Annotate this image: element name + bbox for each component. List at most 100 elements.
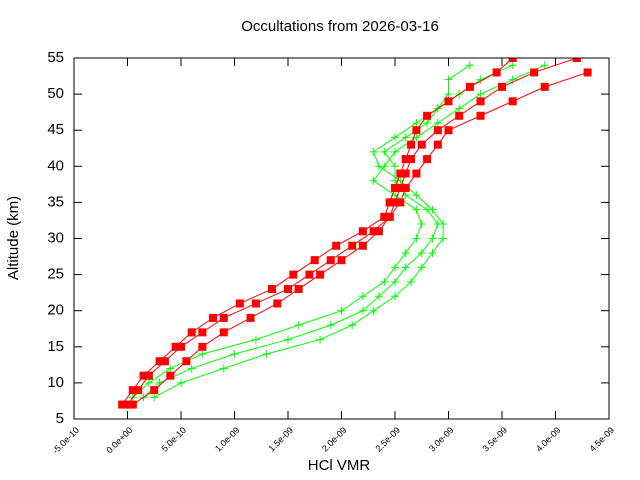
marker-square — [187, 328, 196, 337]
marker-square — [444, 126, 453, 135]
y-tick-label: 15 — [47, 338, 64, 355]
marker-plus — [476, 90, 485, 99]
series-line — [121, 58, 514, 405]
series-line — [143, 64, 513, 398]
marker-square — [171, 342, 180, 351]
marker-plus — [198, 350, 207, 359]
marker-plus — [444, 75, 453, 84]
marker-square — [572, 58, 581, 62]
marker-plus — [391, 162, 399, 171]
series-line — [154, 64, 471, 398]
marker-square — [433, 126, 442, 135]
y-tick-label: 35 — [47, 193, 64, 210]
marker-square — [508, 97, 517, 106]
y-axis-label: Altitude (km) — [5, 196, 22, 280]
x-tick-label: 1.0e-09 — [213, 425, 242, 454]
marker-plus — [508, 61, 517, 70]
marker-plus — [369, 147, 378, 156]
marker-plus — [374, 162, 383, 171]
marker-square — [155, 357, 164, 366]
x-tick-label: -5.0e-10 — [50, 425, 81, 456]
marker-plus — [439, 220, 448, 229]
marker-square — [385, 212, 394, 221]
marker-square — [423, 155, 432, 164]
marker-square — [476, 111, 485, 120]
marker-plus — [401, 248, 410, 257]
marker-square — [209, 313, 218, 322]
x-tick-label: 0.0e+00 — [104, 425, 134, 455]
marker-plus — [262, 350, 271, 359]
marker-square — [294, 285, 303, 294]
marker-square — [289, 270, 298, 279]
marker-square — [492, 68, 501, 77]
marker-square — [219, 328, 228, 337]
marker-plus — [380, 277, 389, 286]
marker-plus — [412, 205, 421, 214]
marker-square — [348, 241, 357, 250]
marker-plus — [423, 118, 432, 127]
x-tick-label: 3.0e-09 — [427, 425, 456, 454]
marker-plus — [284, 335, 292, 344]
y-tick-label: 50 — [47, 85, 64, 102]
marker-square — [476, 97, 485, 106]
x-tick-label: 5.0e-10 — [159, 425, 188, 454]
marker-plus — [428, 234, 437, 243]
marker-plus — [439, 234, 448, 243]
marker-plus — [540, 61, 549, 70]
x-tick-label: 4.5e-09 — [587, 425, 616, 454]
x-axis-label: HCl VMR — [308, 457, 371, 474]
marker-square — [401, 183, 410, 192]
marker-plus — [380, 147, 389, 156]
y-tick-label: 30 — [47, 229, 64, 246]
marker-square — [407, 155, 416, 164]
marker-plus — [412, 118, 421, 127]
marker-plus — [294, 321, 303, 330]
marker-square — [123, 400, 132, 409]
marker-square — [219, 313, 228, 322]
marker-square — [150, 386, 159, 395]
plot-border — [73, 57, 610, 420]
marker-plus — [444, 90, 453, 99]
marker-square — [144, 371, 153, 380]
marker-square — [380, 212, 389, 221]
marker-plus — [358, 292, 367, 301]
marker-square — [396, 183, 405, 192]
marker-square — [455, 111, 464, 120]
x-tick-label: 3.5e-09 — [480, 425, 509, 454]
marker-plus — [428, 205, 437, 214]
marker-square — [407, 140, 416, 149]
marker-square — [423, 111, 432, 120]
marker-square — [583, 68, 592, 77]
marker-plus — [150, 393, 159, 402]
y-tick-label: 40 — [47, 157, 64, 174]
marker-plus — [348, 321, 357, 330]
y-tick-label: 10 — [47, 374, 64, 391]
marker-square — [508, 58, 517, 62]
marker-square — [326, 256, 335, 265]
marker-plus — [391, 277, 399, 286]
marker-square — [316, 270, 325, 279]
marker-plus — [407, 277, 416, 286]
marker-square — [267, 285, 276, 294]
marker-square — [374, 227, 383, 236]
marker-square — [284, 285, 292, 294]
marker-plus — [251, 335, 260, 344]
marker-square — [128, 400, 137, 409]
x-tick-label: 1.5e-09 — [266, 425, 295, 454]
y-tick-label: 45 — [47, 121, 64, 138]
series-line — [127, 58, 578, 405]
marker-square — [358, 241, 367, 250]
marker-square — [235, 299, 244, 308]
marker-square — [198, 328, 207, 337]
marker-square — [310, 256, 319, 265]
marker-plus — [187, 364, 196, 373]
marker-plus — [401, 263, 410, 272]
marker-plus — [417, 220, 426, 229]
marker-square — [391, 198, 399, 207]
marker-square — [465, 82, 474, 91]
marker-plus — [230, 350, 239, 359]
marker-plus — [401, 133, 410, 142]
y-tick-label: 5 — [56, 410, 64, 427]
marker-square — [498, 82, 506, 91]
